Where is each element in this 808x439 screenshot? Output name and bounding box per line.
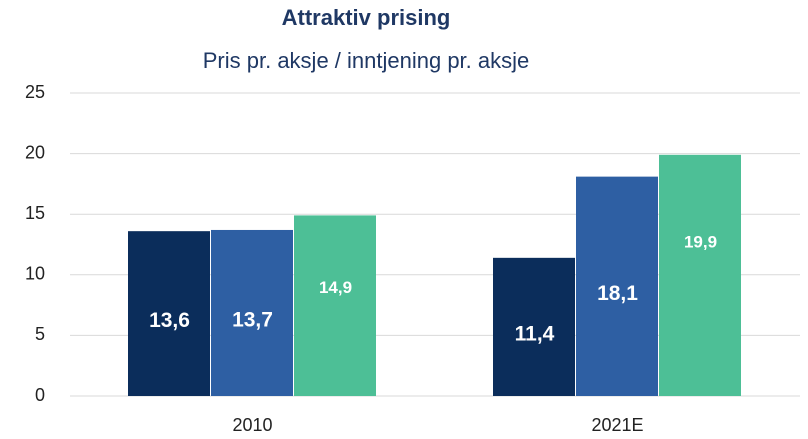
bar bbox=[294, 215, 376, 396]
data-label: 14,9 bbox=[319, 278, 352, 297]
bar bbox=[576, 176, 658, 396]
data-label: 19,9 bbox=[684, 233, 717, 252]
chart-title: Attraktiv prising bbox=[282, 5, 451, 30]
bar bbox=[128, 231, 210, 396]
y-tick-label: 10 bbox=[25, 264, 45, 284]
y-tick-label: 25 bbox=[25, 82, 45, 102]
x-tick-label: 2021E bbox=[591, 415, 643, 435]
y-tick-label: 5 bbox=[35, 324, 45, 344]
y-tick-label: 20 bbox=[25, 142, 45, 162]
bar bbox=[659, 154, 741, 396]
data-label: 13,6 bbox=[149, 309, 190, 332]
data-label: 11,4 bbox=[515, 322, 555, 345]
bar bbox=[211, 229, 293, 396]
y-tick-label: 15 bbox=[25, 203, 45, 223]
chart-subtitle: Pris pr. aksje / inntjening pr. aksje bbox=[203, 48, 530, 73]
data-label: 18,1 bbox=[597, 282, 638, 305]
y-tick-label: 0 bbox=[35, 385, 45, 405]
bar bbox=[493, 257, 575, 396]
data-label: 13,7 bbox=[232, 309, 273, 332]
x-tick-label: 2010 bbox=[232, 415, 272, 435]
